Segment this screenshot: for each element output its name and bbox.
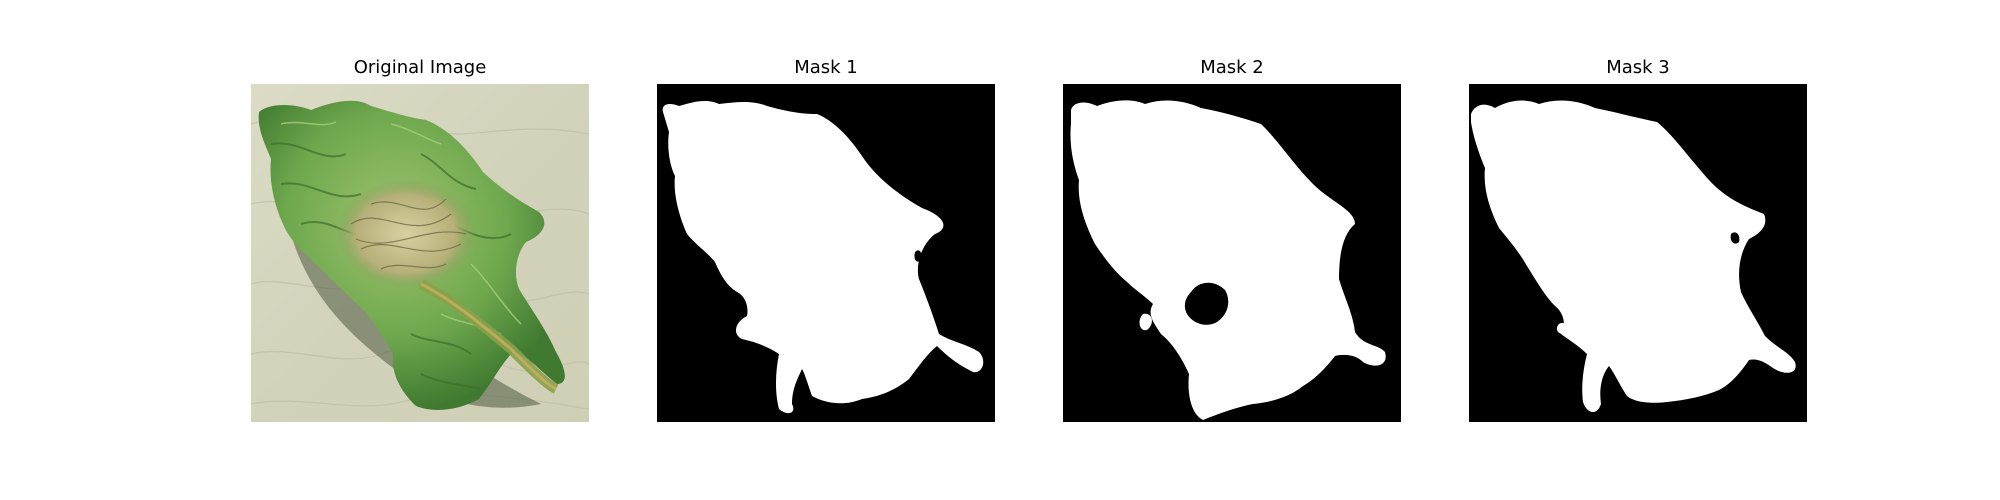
mask-1-image (657, 84, 995, 422)
mask-3-image (1469, 84, 1807, 422)
original-image (251, 84, 589, 422)
panel-title: Mask 2 (1200, 57, 1264, 78)
panel-title: Mask 3 (1606, 57, 1670, 78)
panel-mask-2: Mask 2 (1063, 0, 1401, 500)
panel-original-image: Original Image (251, 0, 589, 500)
panel-title: Mask 1 (794, 57, 858, 78)
mask-2-image (1063, 84, 1401, 422)
panel-mask-1: Mask 1 (657, 0, 995, 500)
panel-title: Original Image (353, 57, 487, 78)
panel-mask-3: Mask 3 (1469, 0, 1807, 500)
